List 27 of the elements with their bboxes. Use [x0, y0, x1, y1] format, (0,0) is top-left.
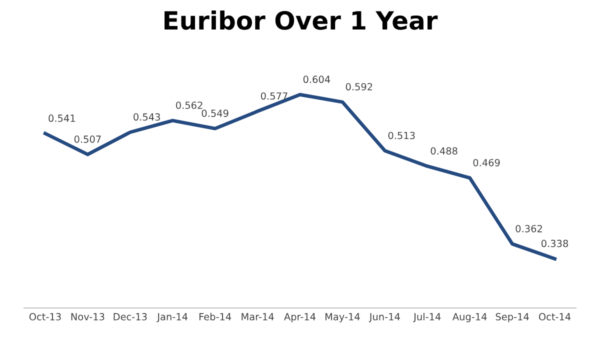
x-tick-label: Sep-14	[496, 313, 529, 322]
x-tick-label: Jun-14	[368, 313, 400, 322]
x-tick-label: Oct-14	[538, 313, 571, 320]
x-tick-label: May-14	[326, 313, 360, 322]
x-tick-label: Jul-14	[413, 312, 441, 322]
x-tick-label: Dec-13	[114, 313, 147, 320]
data-label: 0.338	[541, 240, 568, 248]
data-label: 0.543	[134, 113, 160, 121]
x-tick-label: Jan-14	[156, 313, 188, 322]
data-label: 0.549	[202, 110, 228, 117]
data-label: 0.577	[260, 92, 288, 100]
data-label: 0.604	[303, 76, 330, 84]
x-tick-label: Oct-13	[29, 313, 61, 320]
data-label: 0.562	[176, 102, 202, 109]
data-label: 0.488	[430, 147, 458, 155]
x-tick-label: Aug-14	[452, 313, 487, 322]
data-label: 0.513	[388, 132, 415, 140]
x-tick-label: Nov-13	[71, 313, 104, 320]
data-label: 0.541	[48, 114, 75, 122]
data-label: 0.592	[346, 83, 372, 90]
data-label: 0.362	[516, 224, 542, 232]
chart-title: Euribor Over 1 Year	[164, 10, 438, 30]
x-tick-label: Mar-14	[242, 313, 274, 320]
x-tick-label: Feb-14	[199, 312, 232, 320]
data-label: 0.507	[74, 136, 101, 143]
x-tick-label: Apr-14	[284, 313, 316, 322]
data-label: 0.469	[473, 158, 500, 166]
